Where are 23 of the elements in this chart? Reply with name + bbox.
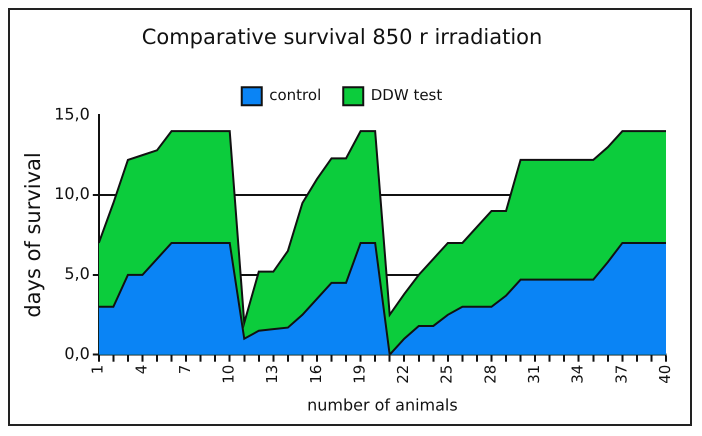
- x-tick-label: 22: [394, 364, 412, 384]
- x-tick-label: 28: [481, 364, 500, 384]
- x-tick-label: 34: [568, 364, 587, 384]
- x-tick-label: 16: [306, 364, 325, 384]
- x-tick-label: 31: [525, 364, 544, 384]
- chart-title: Comparative survival 850 r irradiation: [142, 25, 542, 50]
- x-tick-label: 40: [656, 364, 674, 384]
- x-axis-title: number of animals: [307, 396, 458, 415]
- x-tick-label: 1: [88, 364, 107, 374]
- x-tick-label: 7: [176, 364, 194, 374]
- y-tick-label: 5,0: [64, 264, 90, 284]
- y-tick-label: 0,0: [64, 344, 90, 363]
- x-tick-label: 19: [350, 364, 368, 384]
- x-tick-label: 25: [438, 364, 456, 384]
- y-tick-label: 10,0: [54, 184, 90, 204]
- legend-label: DDW test: [370, 86, 442, 104]
- y-tick-label: 15,0: [54, 104, 90, 124]
- x-tick-label: 13: [263, 364, 282, 384]
- y-axis-title: days of survival: [21, 152, 46, 318]
- legend-label: control: [269, 86, 322, 104]
- x-tick-label: 4: [132, 364, 150, 374]
- x-tick-label: 10: [220, 364, 238, 384]
- x-tick-label: 37: [612, 364, 630, 384]
